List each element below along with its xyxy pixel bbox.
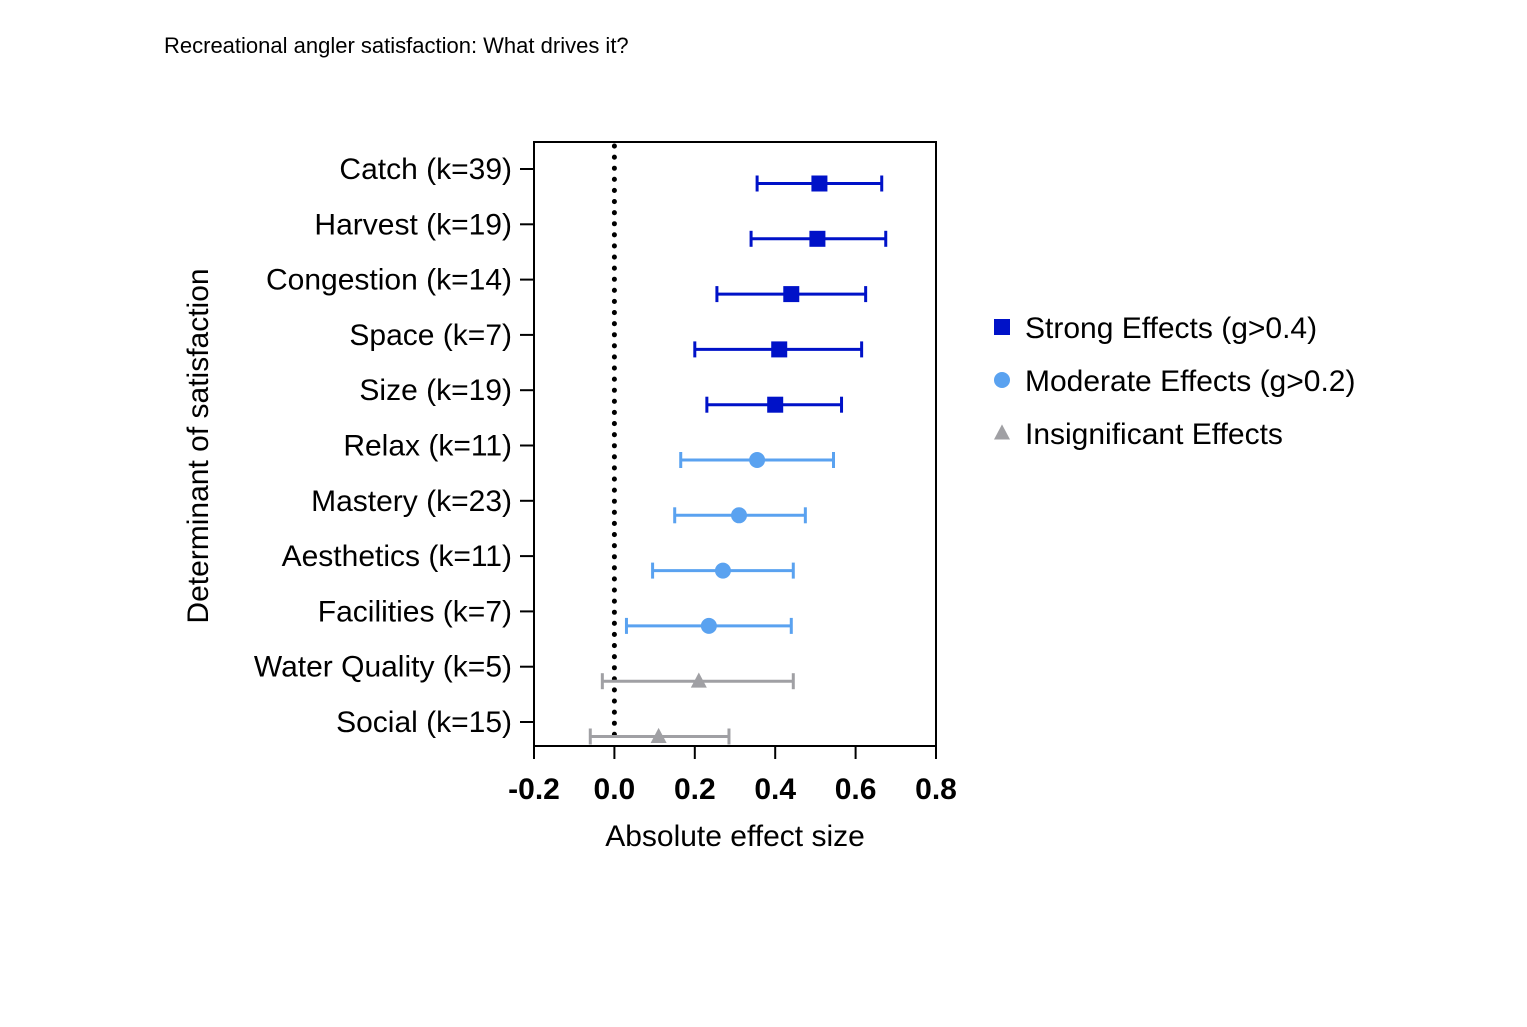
plot-frame [533, 141, 937, 747]
point-marker [771, 341, 788, 358]
point-marker [811, 175, 828, 192]
point-marker [749, 452, 766, 468]
plot-border [533, 141, 937, 747]
legend-item: Moderate Effects (g>0.2) [994, 365, 1355, 398]
x-tick-label: 0.4 [754, 773, 796, 806]
point-marker [714, 562, 731, 579]
category-label: Social (k=15) [336, 706, 512, 739]
category-label: Facilities (k=7) [318, 595, 512, 628]
point-marker [700, 617, 717, 634]
category-label: Aesthetics (k=11) [282, 540, 512, 573]
legend-triangle-icon [994, 424, 1010, 440]
x-tick-label: 0.6 [835, 773, 877, 806]
point-marker [783, 286, 800, 303]
category-label: Mastery (k=23) [311, 485, 512, 518]
category-label: Water Quality (k=5) [254, 651, 512, 684]
x-axis-ticks: -0.2 0.0 0.2 0.4 0.6 0.8 [508, 746, 957, 806]
legend-item: Insignificant Effects [994, 418, 1283, 451]
legend-circle-icon [994, 372, 1010, 388]
x-axis-title: Absolute effect size [605, 820, 865, 853]
point-marker [809, 230, 826, 247]
category-label: Congestion (k=14) [266, 264, 512, 297]
series-circle [624, 452, 835, 634]
legend-label: Strong Effects (g>0.4) [1025, 312, 1317, 345]
legend-item: Strong Effects (g>0.4) [994, 312, 1317, 345]
point-marker [690, 672, 707, 688]
page-title: Recreational angler satisfaction: What d… [164, 33, 629, 58]
x-tick-label: 0.2 [674, 773, 716, 806]
point-marker [650, 727, 667, 743]
category-label: Catch (k=39) [339, 153, 512, 186]
series-square [693, 175, 888, 413]
x-tick-label: 0.0 [594, 773, 636, 806]
legend-label: Insignificant Effects [1025, 418, 1283, 451]
y-axis-title: Determinant of satisfaction [182, 268, 215, 623]
legend-label: Moderate Effects (g>0.2) [1025, 365, 1355, 398]
x-tick-label: 0.8 [915, 773, 957, 806]
point-marker [767, 396, 784, 413]
series-triangle [588, 672, 795, 745]
category-label: Harvest (k=19) [314, 208, 512, 241]
point-marker [731, 507, 748, 524]
category-label: Relax (k=11) [343, 430, 512, 463]
x-tick-label: -0.2 [508, 773, 560, 806]
y-axis-ticks: Catch (k=39) Harvest (k=19) Congestion (k=… [254, 153, 534, 739]
legend: Strong Effects (g>0.4) Moderate Effects (… [994, 312, 1355, 451]
legend-square-icon [994, 319, 1010, 335]
data-marks [588, 175, 888, 745]
category-label: Space (k=7) [349, 319, 512, 352]
category-label: Size (k=19) [359, 374, 512, 407]
